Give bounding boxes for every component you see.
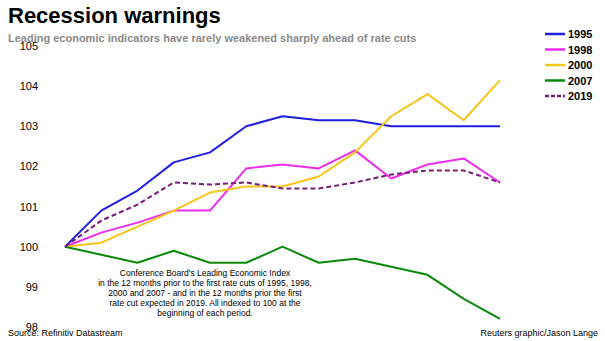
y-tick-label: 105 [20, 40, 38, 52]
legend-label: 1995 [568, 28, 592, 40]
legend-swatch [545, 64, 565, 67]
legend-label: 2007 [568, 75, 592, 87]
chart: Recession warnings Leading economic indic… [0, 0, 605, 341]
series-line [65, 80, 500, 247]
legend-swatch [545, 48, 565, 51]
y-tick-label: 101 [20, 201, 38, 213]
series-line [65, 170, 500, 246]
y-tick-label: 103 [20, 120, 38, 132]
annotation: in the 12 months prior to the first rate… [98, 278, 312, 288]
y-tick-label: 102 [20, 160, 38, 172]
annotation: beginning of each period. [157, 308, 252, 318]
title: Recession warnings [8, 3, 221, 28]
annotation: rate cut expected in 2019. All indexed t… [110, 298, 301, 308]
y-tick-label: 100 [20, 241, 38, 253]
series-line [65, 247, 500, 319]
plot-area [65, 80, 500, 319]
legend-label: 2019 [568, 90, 592, 102]
series-line [65, 150, 500, 246]
y-tick-label: 99 [26, 281, 38, 293]
annotation: Conference Board's Leading Economic Inde… [120, 268, 291, 278]
subtitle: Leading economic indicators have rarely … [8, 32, 416, 44]
series-line [65, 116, 500, 246]
annotation: 2000 and 2007 - and in the 12 months pri… [108, 288, 302, 298]
legend-swatch [545, 33, 565, 36]
legend-label: 2000 [568, 59, 592, 71]
source: Source: Refinitiv Datastream [8, 328, 123, 338]
legend-swatch [545, 95, 565, 98]
legend-label: 1998 [568, 44, 592, 56]
credit: Reuters graphic/Jason Lange [480, 328, 598, 338]
legend-swatch [545, 79, 565, 82]
y-tick-label: 104 [20, 80, 38, 92]
